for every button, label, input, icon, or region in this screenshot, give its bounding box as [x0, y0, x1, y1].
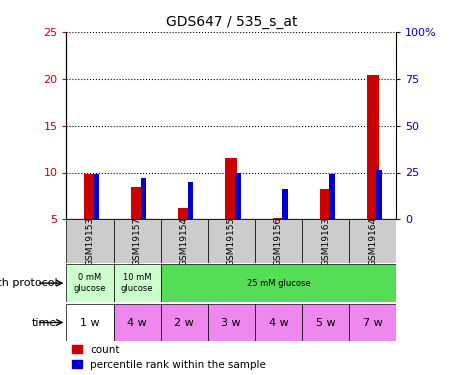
- Title: GDS647 / 535_s_at: GDS647 / 535_s_at: [165, 15, 297, 30]
- Bar: [255, 219, 302, 262]
- Text: GSM19153: GSM19153: [86, 216, 94, 266]
- Text: growth protocol: growth protocol: [0, 278, 57, 288]
- Text: 1 w: 1 w: [80, 318, 100, 327]
- Text: 7 w: 7 w: [363, 318, 382, 327]
- Bar: [208, 304, 255, 341]
- Bar: [208, 219, 255, 262]
- Text: GSM19154: GSM19154: [180, 216, 189, 266]
- Bar: [114, 264, 161, 302]
- Bar: [114, 219, 161, 262]
- Text: time: time: [32, 318, 57, 327]
- Bar: [161, 304, 208, 341]
- Bar: [225, 158, 237, 219]
- Bar: [273, 218, 284, 219]
- Bar: [376, 170, 382, 219]
- Text: 4 w: 4 w: [268, 318, 288, 327]
- Bar: [302, 304, 349, 341]
- Text: GSM19163: GSM19163: [321, 216, 330, 266]
- Text: 25 mM glucose: 25 mM glucose: [246, 279, 310, 288]
- Bar: [235, 173, 240, 219]
- Bar: [282, 189, 288, 219]
- Bar: [255, 304, 302, 341]
- Text: GSM19155: GSM19155: [227, 216, 236, 266]
- Bar: [66, 264, 114, 302]
- Bar: [66, 219, 114, 262]
- Bar: [349, 219, 396, 262]
- Legend: count, percentile rank within the sample: count, percentile rank within the sample: [71, 345, 266, 370]
- Bar: [349, 304, 396, 341]
- Text: 3 w: 3 w: [222, 318, 241, 327]
- Bar: [320, 189, 332, 219]
- Bar: [84, 174, 96, 219]
- Text: 10 mM
glucose: 10 mM glucose: [121, 273, 153, 293]
- Bar: [161, 264, 396, 302]
- Bar: [178, 208, 190, 219]
- Bar: [66, 304, 114, 341]
- Text: GSM19157: GSM19157: [132, 216, 142, 266]
- Text: GSM19156: GSM19156: [274, 216, 283, 266]
- Text: 4 w: 4 w: [127, 318, 147, 327]
- Text: 2 w: 2 w: [174, 318, 194, 327]
- Bar: [114, 304, 161, 341]
- Bar: [93, 174, 99, 219]
- Bar: [329, 174, 335, 219]
- Text: 5 w: 5 w: [316, 318, 335, 327]
- Bar: [141, 178, 147, 219]
- Text: 0 mM
glucose: 0 mM glucose: [74, 273, 106, 293]
- Bar: [131, 187, 143, 219]
- Bar: [161, 219, 208, 262]
- Bar: [188, 182, 193, 219]
- Bar: [367, 75, 378, 219]
- Bar: [302, 219, 349, 262]
- Text: GSM19164: GSM19164: [368, 216, 377, 266]
